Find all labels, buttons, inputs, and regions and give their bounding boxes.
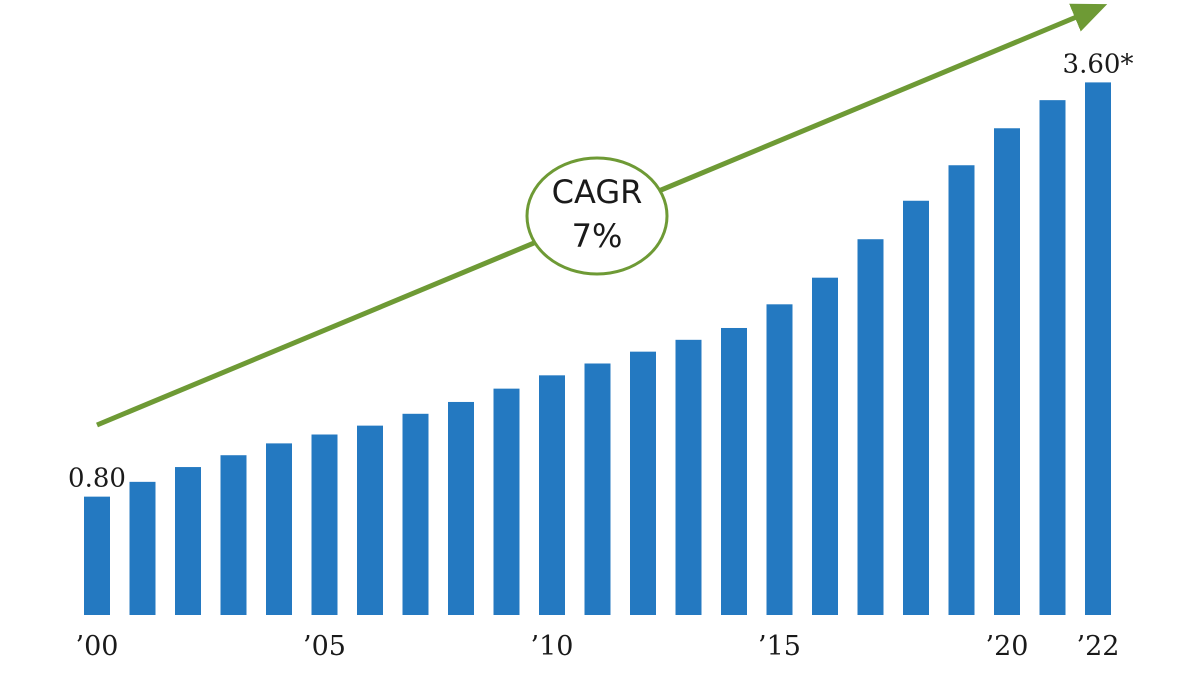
- data-labels-group: 0.80 3.60*: [68, 49, 1133, 493]
- bar-2022: [1085, 82, 1111, 615]
- bar-2017: [857, 239, 884, 615]
- bar-2011: [584, 363, 611, 615]
- data-label-2000: 0.80: [68, 464, 126, 494]
- bar-2015: [766, 304, 793, 615]
- cagr-value: 7%: [572, 217, 623, 255]
- x-tick-label-2022: ’22: [1077, 631, 1120, 662]
- bar-2005: [311, 434, 338, 615]
- bar-2021: [1039, 100, 1066, 615]
- bar-2010: [539, 375, 565, 615]
- bar-2001: [129, 481, 156, 615]
- bar-2014: [721, 327, 747, 615]
- bar-2019: [948, 165, 975, 615]
- bar-2003: [220, 455, 247, 615]
- bar-2012: [630, 351, 656, 615]
- x-tick-label-2005: ’05: [303, 631, 346, 662]
- x-tick-label-2015: ’15: [758, 631, 801, 662]
- cagr-badge: CAGR 7%: [525, 156, 669, 276]
- bar-2009: [493, 388, 520, 615]
- bar-2013: [675, 339, 702, 615]
- bar-2020: [994, 128, 1020, 616]
- bar-2016: [812, 277, 838, 615]
- bar-2000: [84, 496, 110, 615]
- bar-2018: [903, 200, 929, 615]
- x-tick-label-2010: ’10: [531, 631, 574, 662]
- bar-2002: [175, 467, 201, 615]
- bar-2006: [357, 425, 383, 615]
- x-tick-label-2000: ’00: [76, 631, 119, 662]
- cagr-label: CAGR: [552, 173, 643, 211]
- cagr-circle: [525, 156, 669, 276]
- x-axis-ticks: ’00 ’05 ’10 ’15 ’20 ’22: [76, 631, 1120, 662]
- bars-group: [84, 82, 1111, 616]
- x-tick-label-2020: ’20: [986, 631, 1029, 662]
- bar-2007: [402, 413, 429, 615]
- bar-2004: [266, 443, 292, 615]
- data-label-2022: 3.60*: [1063, 49, 1134, 79]
- bar-2008: [448, 401, 474, 615]
